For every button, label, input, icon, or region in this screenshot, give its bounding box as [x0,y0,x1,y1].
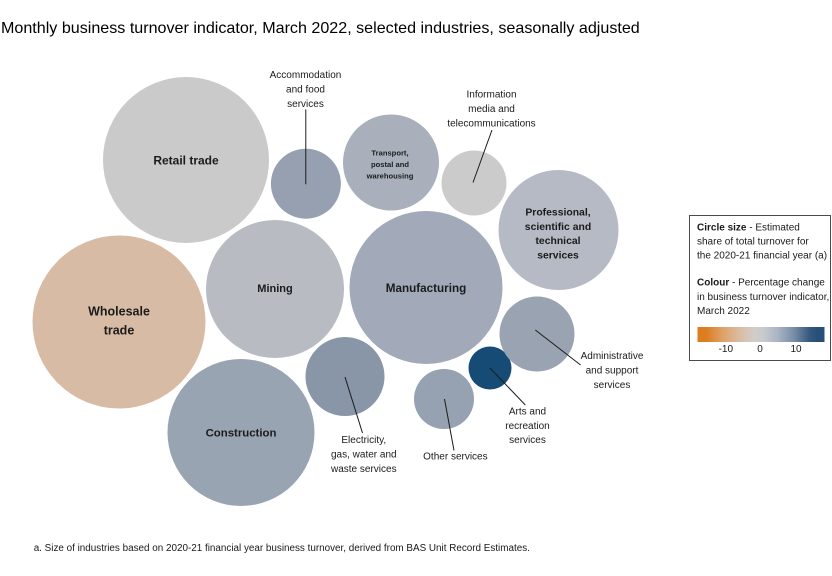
svg-text:share of total turnover for: share of total turnover for [697,237,809,248]
svg-text:in business turnover indicator: in business turnover indicator, [697,292,829,303]
svg-text:March 2022: March 2022 [697,306,750,317]
svg-text:Retail trade: Retail trade [153,153,219,167]
svg-text:Other services: Other services [423,452,487,463]
svg-text:a. Size of industries based on: a. Size of industries based on 2020-21 f… [34,543,530,554]
svg-text:0: 0 [757,344,763,355]
svg-text:Mining: Mining [257,283,292,295]
svg-text:Circle size - Estimated: Circle size - Estimated [697,222,800,233]
svg-text:10: 10 [790,344,802,355]
svg-text:-10: -10 [719,344,734,355]
svg-text:Manufacturing: Manufacturing [386,282,467,295]
svg-text:Monthly business turnover indi: Monthly business turnover indicator, Mar… [1,19,640,37]
svg-text:Construction: Construction [206,427,277,439]
svg-text:the 2020-21 financial year (a): the 2020-21 financial year (a) [697,251,827,262]
svg-text:Colour - Percentage change: Colour - Percentage change [697,278,825,289]
